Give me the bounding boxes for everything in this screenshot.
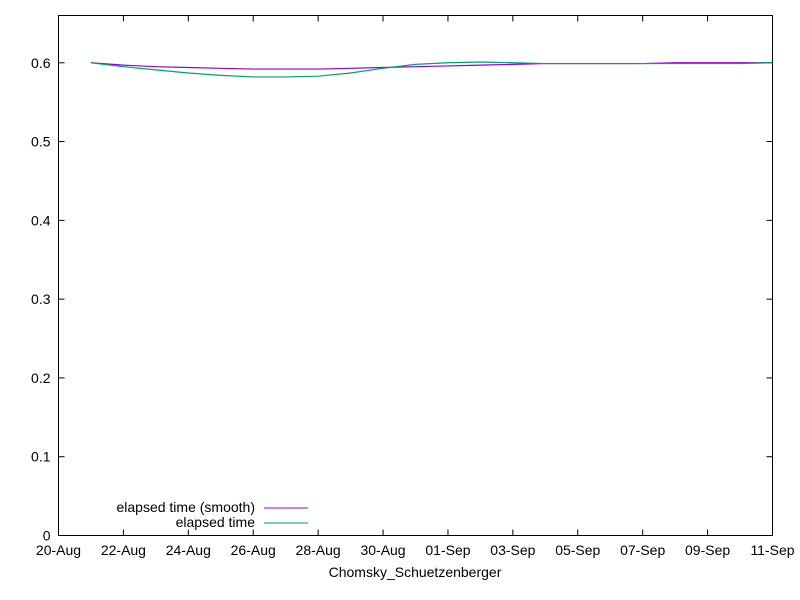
x-tick-label: 26-Aug [231, 542, 276, 558]
x-tick-label: 24-Aug [166, 542, 211, 558]
legend: elapsed time (smooth) elapsed time [116, 499, 308, 530]
y-tick-label: 0.1 [31, 449, 51, 465]
x-tick-label: 05-Sep [555, 542, 600, 558]
x-tick-label: 03-Sep [490, 542, 535, 558]
plot-frame [58, 15, 773, 536]
x-tick-label: 01-Sep [425, 542, 470, 558]
x-tick-label: 11-Sep [750, 542, 794, 558]
x-tick-label: 30-Aug [360, 542, 405, 558]
y-tick-label: 0.3 [31, 291, 51, 307]
y-tick-label: 0.4 [31, 212, 51, 228]
x-axis-label: Chomsky_Schuetzenberger [329, 564, 502, 580]
y-tick-label: 0.2 [31, 370, 51, 386]
legend-label-elapsed: elapsed time [176, 514, 256, 530]
y-tick-label: 0 [43, 528, 51, 544]
y-tick-label: 0.6 [31, 55, 51, 71]
series-layer [90, 61, 773, 78]
legend-label-smooth: elapsed time (smooth) [116, 499, 255, 515]
series-line-elapsed [90, 61, 773, 78]
x-tick-label: 22-Aug [101, 542, 146, 558]
y-tick-label: 0.5 [31, 134, 51, 150]
x-axis: 20-Aug 22-Aug 24-Aug 26-Aug 28-Aug 30-Aug 01-S… [36, 15, 795, 558]
x-tick-label: 09-Sep [685, 542, 730, 558]
x-tick-label: 20-Aug [36, 542, 81, 558]
x-tick-label: 28-Aug [296, 542, 341, 558]
x-tick-label: 07-Sep [620, 542, 665, 558]
y-axis: 0 0.1 0.2 0.3 0.4 0.5 0.6 [31, 55, 773, 544]
